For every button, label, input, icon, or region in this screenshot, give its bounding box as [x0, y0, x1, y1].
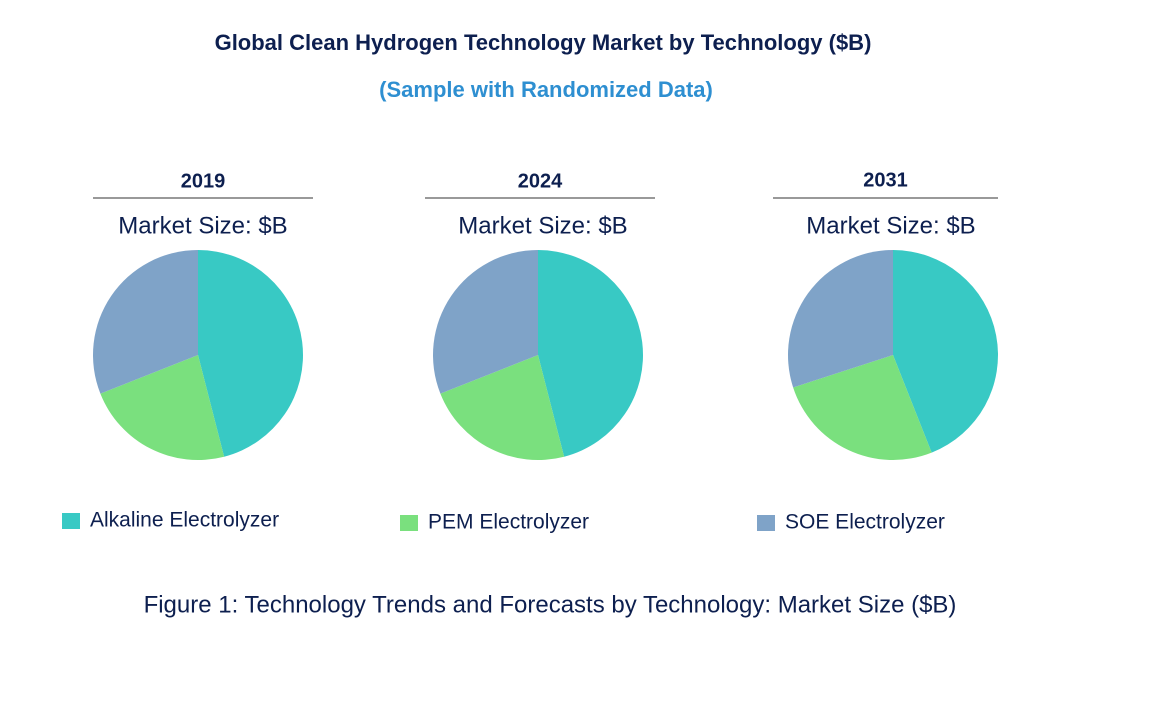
chart-title: Global Clean Hydrogen Technology Market …: [215, 30, 872, 55]
pie-slice: [100, 355, 225, 460]
pie-slice: [893, 250, 999, 453]
pie-slice: [432, 250, 538, 394]
pie-slice: [793, 355, 932, 460]
chart-subtitle: (Sample with Randomized Data): [379, 77, 713, 102]
pie-subtitle: Market Size: $B: [458, 212, 627, 239]
pie-title: 2019: [181, 170, 226, 192]
legend-swatch: [757, 515, 775, 531]
caption: Figure 1: Technology Trends and Forecast…: [144, 591, 957, 618]
legend-label: Alkaline Electrolyzer: [90, 509, 279, 532]
pie-title: 2031: [863, 169, 908, 191]
legend-label: PEM Electrolyzer: [428, 511, 589, 534]
pie-slice: [198, 250, 304, 457]
pie-slice: [538, 250, 644, 457]
pie-subtitle: Market Size: $B: [806, 212, 975, 239]
legend-label: SOE Electrolyzer: [785, 511, 945, 534]
pie-title: 2024: [518, 170, 563, 192]
legend-swatch: [62, 513, 80, 529]
pie-slice: [440, 355, 565, 461]
pie-subtitle: Market Size: $B: [118, 212, 287, 239]
pie-slice: [92, 250, 198, 394]
pie-slice: [787, 250, 893, 388]
legend-swatch: [400, 515, 418, 531]
